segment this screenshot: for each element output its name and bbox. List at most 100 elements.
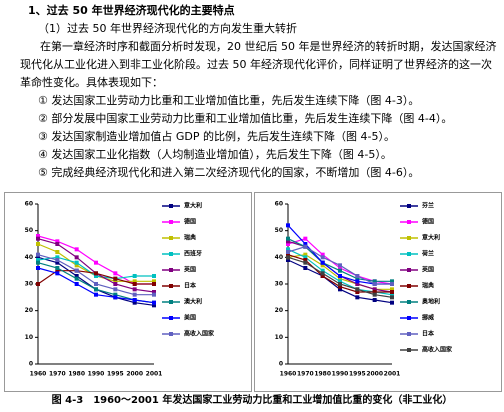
x-tick-label: 1970 <box>297 371 314 378</box>
legend-label: 英国 <box>183 266 196 274</box>
legend-label: 澳大利 <box>184 298 202 306</box>
data-point <box>338 266 342 270</box>
data-point <box>55 266 60 270</box>
data-point <box>36 234 40 238</box>
legend-label: 西班牙 <box>184 250 202 258</box>
data-point <box>36 260 40 265</box>
data-point <box>286 247 290 252</box>
data-point <box>152 282 156 286</box>
y-tick-label: 20 <box>275 307 283 314</box>
data-point <box>36 258 40 262</box>
data-point <box>286 255 290 260</box>
data-point <box>303 236 308 241</box>
data-point <box>320 268 325 273</box>
data-point <box>152 292 156 297</box>
data-point <box>320 271 325 276</box>
data-point <box>132 274 137 278</box>
list-item: ④ 发达国家工业化指数（人均制造业增加值），先后发生下降（图 4-5）。 <box>38 148 392 161</box>
chart-frame <box>4 192 252 392</box>
data-point <box>390 300 394 305</box>
data-point <box>355 274 360 278</box>
data-point <box>132 300 137 305</box>
x-tick-label: 1970 <box>49 371 66 378</box>
data-point <box>372 292 377 297</box>
y-tick-label: 0 <box>279 361 283 368</box>
x-tick-label: 1995 <box>107 371 124 378</box>
data-point <box>372 287 377 292</box>
legend-marker <box>407 300 411 304</box>
data-point <box>355 290 360 294</box>
data-point <box>320 255 325 260</box>
legend-marker <box>407 252 411 256</box>
legend-marker <box>407 236 411 240</box>
subtitle: （1）过去 50 年世界经济现代化的方向发生重大转折 <box>38 22 297 35</box>
data-point <box>36 266 40 270</box>
data-point <box>132 287 137 292</box>
legend-marker <box>407 348 411 352</box>
legend-marker <box>407 268 411 272</box>
data-point <box>55 242 60 246</box>
data-point <box>132 298 137 302</box>
data-point <box>55 260 60 265</box>
data-point <box>74 260 79 265</box>
data-point <box>355 295 360 300</box>
data-point <box>132 282 137 286</box>
legend-label: 高收入国家 <box>422 346 452 354</box>
data-point <box>286 223 290 228</box>
data-point <box>372 279 377 284</box>
legend-label: 奥地利 <box>422 298 440 306</box>
legend-label: 意大利 <box>184 202 202 210</box>
data-point <box>74 274 79 278</box>
data-point <box>355 287 360 292</box>
data-point <box>372 298 377 302</box>
legend-label: 德国 <box>183 218 196 226</box>
x-tick-label: 2000 <box>366 371 383 378</box>
legend-marker <box>407 220 411 224</box>
data-point <box>372 282 377 286</box>
data-point <box>132 279 137 284</box>
data-point <box>55 258 60 262</box>
legend-marker <box>169 300 173 304</box>
data-point <box>113 292 118 297</box>
data-point <box>113 282 118 286</box>
legend-label: 意大利 <box>422 234 440 242</box>
y-tick-label: 50 <box>275 227 283 234</box>
data-point <box>94 292 98 297</box>
data-point <box>152 290 156 294</box>
list-item: ③ 发达国家制造业增加值占 GDP 的比例，先后发生连续下降（图 4-5）。 <box>38 130 395 143</box>
chart: 0 10 20 30 40 50 60 1960 1970 1980 1990 1995 2000 200… <box>4 192 252 392</box>
data-point <box>355 276 360 281</box>
data-point <box>132 292 137 297</box>
legend-label: 瑞典 <box>184 234 196 242</box>
legend-label: 日本 <box>422 330 435 338</box>
x-tick-label: 2001 <box>146 371 163 378</box>
y-tick-label: 30 <box>275 281 283 288</box>
data-point <box>36 255 40 260</box>
y-tick-label: 60 <box>25 201 33 208</box>
data-point <box>303 255 308 260</box>
data-point <box>36 236 40 241</box>
data-point <box>390 282 394 286</box>
title: 1、过去 50 年世界经济现代化的主要特点 <box>28 4 235 17</box>
data-point <box>94 282 98 286</box>
legend-label: 高收入国家 <box>184 330 214 338</box>
chart-frame <box>254 192 502 392</box>
x-tick-label: 2001 <box>384 371 401 378</box>
data-point <box>303 252 308 257</box>
y-tick-label: 10 <box>25 334 33 341</box>
data-point <box>55 239 60 244</box>
legend-label: 德国 <box>421 218 434 226</box>
data-point <box>152 279 156 284</box>
data-point <box>94 271 98 276</box>
legend-marker <box>407 204 411 208</box>
legend-marker <box>407 332 411 336</box>
data-point <box>74 263 79 268</box>
x-tick-label: 1990 <box>88 371 105 378</box>
data-point <box>286 250 290 254</box>
data-point <box>338 284 342 289</box>
data-point <box>303 266 308 270</box>
legend-label: 荷兰 <box>421 250 434 258</box>
data-point <box>55 255 60 260</box>
data-point <box>36 252 40 257</box>
data-point <box>338 268 342 273</box>
